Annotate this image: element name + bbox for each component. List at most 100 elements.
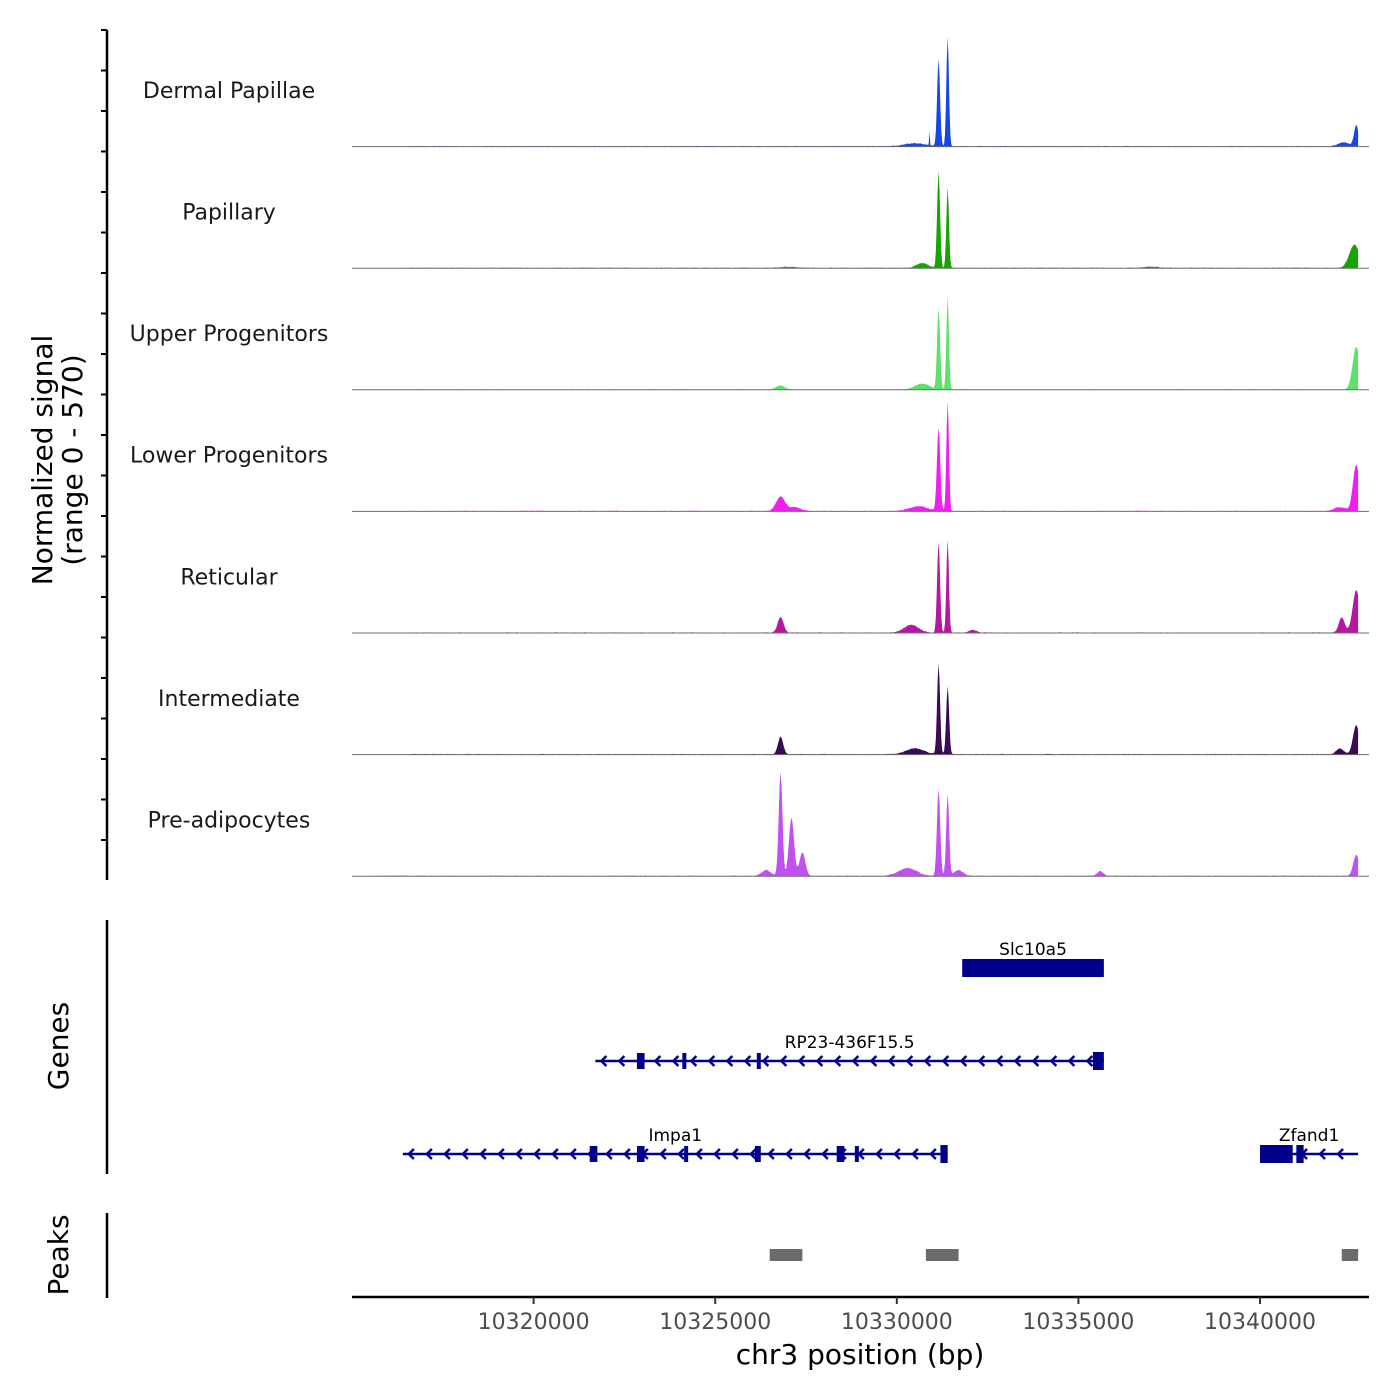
coverage-area xyxy=(352,771,1359,877)
track-label: Upper Progenitors xyxy=(130,322,329,347)
strand-arrow xyxy=(929,1148,937,1160)
y-axis-title-line1: Normalized signal xyxy=(26,335,59,586)
track-label: Papillary xyxy=(182,200,276,225)
strand-arrow xyxy=(761,1055,770,1067)
gene-exon-mark xyxy=(589,1146,594,1162)
peaks-track xyxy=(769,1249,1359,1261)
track-label: Lower Progenitors xyxy=(130,444,328,469)
peaks-track-title: Peaks xyxy=(42,1214,75,1295)
strand-arrow xyxy=(671,1055,680,1067)
signal-y-ticks xyxy=(101,29,107,841)
strand-arrow xyxy=(677,1148,685,1160)
gene-exon-mark xyxy=(593,1146,598,1162)
strand-arrow xyxy=(995,1055,1004,1067)
strand-arrow xyxy=(749,1148,757,1160)
track-papillary: Papillary xyxy=(182,171,1369,269)
gene-exon xyxy=(1296,1145,1304,1163)
gene-label: Zfand1 xyxy=(1279,1126,1339,1146)
genes-track-title: Genes xyxy=(42,1002,75,1090)
track-lower-progenitors: Lower Progenitors xyxy=(130,401,1369,512)
gene-exon-mark xyxy=(640,1146,645,1162)
strand-arrow xyxy=(497,1148,505,1160)
track-label: Reticular xyxy=(180,565,278,590)
gene-exon-mark xyxy=(682,1053,687,1069)
peak-region xyxy=(1341,1249,1359,1261)
strand-arrow xyxy=(1013,1055,1022,1067)
strand-arrow xyxy=(605,1148,613,1160)
strand-arrow xyxy=(959,1055,968,1067)
strand-arrow xyxy=(617,1055,626,1067)
track-label: Dermal Papillae xyxy=(143,79,315,104)
coverage-area xyxy=(352,36,1359,147)
strand-arrow xyxy=(443,1148,451,1160)
gene-exon xyxy=(940,1145,948,1163)
gene-slc10a5: Slc10a5 xyxy=(962,940,1104,977)
coverage-area xyxy=(352,663,1359,755)
strand-arrow xyxy=(833,1055,842,1067)
x-axis-title: chr3 position (bp) xyxy=(736,1338,985,1371)
gene-exon xyxy=(1260,1145,1293,1163)
strand-arrow xyxy=(941,1055,950,1067)
gene-exon-mark xyxy=(840,1146,845,1162)
strand-arrow xyxy=(551,1148,559,1160)
strand-arrow xyxy=(893,1148,901,1160)
x-tick-label: 10325000 xyxy=(659,1310,771,1335)
strand-arrow xyxy=(1318,1148,1326,1160)
x-tick-label: 10330000 xyxy=(841,1310,953,1335)
strand-arrow xyxy=(875,1148,883,1160)
coverage-area xyxy=(352,401,1359,512)
x-tick-label: 10335000 xyxy=(1022,1310,1134,1335)
strand-arrow xyxy=(1336,1148,1344,1160)
track-reticular: Reticular xyxy=(180,539,1369,634)
coverage-area xyxy=(352,539,1359,633)
strand-arrow xyxy=(515,1148,523,1160)
gene-label: RP23-436F15.5 xyxy=(785,1033,915,1053)
strand-arrow xyxy=(803,1148,811,1160)
gene-annotation-track: Slc10a5 RP23-436F15.5 Impa1 Zfand1 xyxy=(402,940,1359,1163)
gene-exon-mark xyxy=(636,1053,641,1069)
gene-exon-mark xyxy=(836,1146,841,1162)
strand-arrow xyxy=(533,1148,541,1160)
strand-arrow xyxy=(569,1148,577,1160)
strand-arrow xyxy=(461,1148,469,1160)
gene-exon-mark xyxy=(636,1146,641,1162)
strand-arrow xyxy=(425,1148,433,1160)
strand-arrow xyxy=(905,1055,914,1067)
strand-arrow xyxy=(977,1055,986,1067)
x-tick-label: 10320000 xyxy=(478,1310,590,1335)
gene-exon-mark xyxy=(640,1053,645,1069)
strand-arrow xyxy=(623,1148,631,1160)
strand-arrow xyxy=(815,1055,824,1067)
track-label: Intermediate xyxy=(158,687,300,712)
strand-arrow xyxy=(743,1055,752,1067)
gene-label: Impa1 xyxy=(648,1126,702,1146)
strand-arrow xyxy=(911,1148,919,1160)
strand-arrow xyxy=(887,1055,896,1067)
strand-arrow xyxy=(599,1055,608,1067)
coverage-tracks: Dermal Papillae Papillary Upper Progenitor… xyxy=(130,36,1369,877)
strand-arrow xyxy=(821,1148,829,1160)
strand-arrow xyxy=(725,1055,734,1067)
track-upper-progenitors: Upper Progenitors xyxy=(130,296,1369,391)
strand-arrow xyxy=(713,1148,721,1160)
peak-region xyxy=(925,1249,959,1261)
strand-arrow xyxy=(851,1055,860,1067)
coverage-area xyxy=(352,171,1359,269)
track-label: Pre-adipocytes xyxy=(148,808,311,833)
strand-arrow xyxy=(707,1055,716,1067)
coverage-area xyxy=(352,296,1359,390)
strand-arrow xyxy=(1031,1055,1040,1067)
gene-zfand1: Zfand1 xyxy=(1260,1126,1359,1163)
strand-arrow xyxy=(659,1148,667,1160)
gene-exon-mark xyxy=(756,1146,761,1162)
strand-arrow xyxy=(479,1148,487,1160)
strand-arrow xyxy=(695,1148,703,1160)
strand-arrow xyxy=(1067,1055,1076,1067)
strand-arrow xyxy=(767,1148,775,1160)
track-pre-adipocytes: Pre-adipocytes xyxy=(148,771,1369,877)
strand-arrow xyxy=(689,1055,698,1067)
peak-region xyxy=(769,1249,803,1261)
gene-exon xyxy=(962,959,1104,977)
y-axis-title-line2: (range 0 - 570) xyxy=(56,354,89,565)
